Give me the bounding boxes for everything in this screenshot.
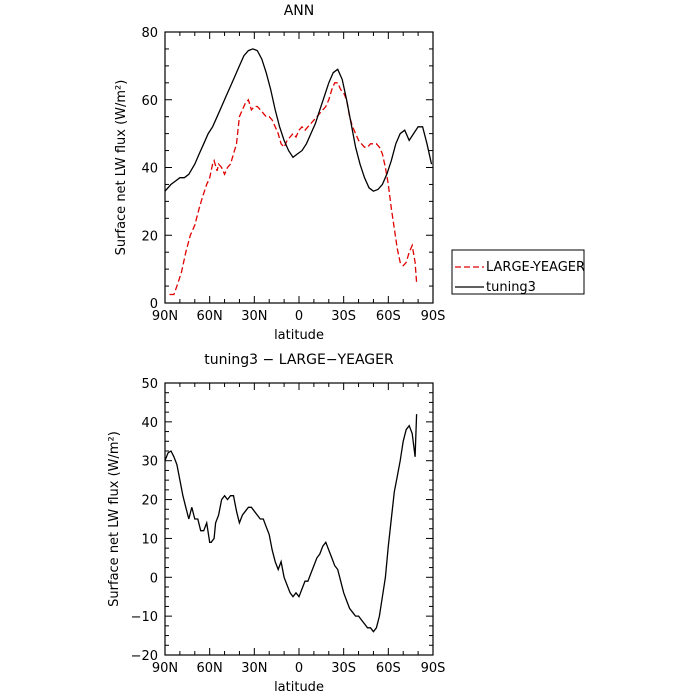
x-tick-label: 90N [152, 309, 178, 324]
x-tick-label: 30S [331, 309, 356, 324]
y-tick-label: 0 [150, 297, 158, 312]
x-tick-label: 60S [376, 661, 401, 676]
y-tick-label: 20 [141, 494, 158, 509]
plot-frame-1 [164, 382, 434, 656]
y-tick-label: 50 [141, 377, 158, 392]
y-axis-label-0: Surface net LW flux (W/m²) [114, 80, 129, 256]
legend-entry: tuning3 [486, 280, 536, 295]
x-tick-label: 0 [295, 309, 303, 324]
x-tick-label: 60N [197, 309, 223, 324]
x-tick-label: 0 [295, 661, 303, 676]
y-tick-label: −10 [131, 610, 158, 625]
chart-title-0: ANN [284, 3, 315, 19]
y-tick-label: −20 [131, 649, 158, 664]
plot-frame-0 [164, 31, 434, 304]
x-tick-label: 90S [421, 309, 446, 324]
x-tick-label: 90S [421, 661, 446, 676]
y-tick-label: 0 [150, 571, 158, 586]
y-tick-label: 10 [141, 532, 158, 547]
x-tick-label: 30N [241, 661, 267, 676]
series-line-large-yeager [169, 82, 418, 296]
x-tick-label: 30S [331, 661, 356, 676]
y-tick-label: 30 [141, 455, 158, 470]
x-tick-label: 90N [152, 661, 178, 676]
legend-entry: LARGE-YEAGER [486, 260, 585, 275]
y-tick-label: 40 [141, 162, 158, 177]
x-axis-label-1: latitude [274, 680, 324, 695]
x-tick-label: 60N [197, 661, 223, 676]
y-tick-label: 20 [141, 229, 158, 244]
series-line-tuning3 [164, 48, 433, 192]
x-tick-label: 30N [241, 309, 267, 324]
chart-title-1: tuning3 − LARGE−YEAGER [204, 352, 394, 368]
y-tick-label: 80 [141, 26, 158, 41]
y-axis-label-1: Surface net LW flux (W/m²) [107, 431, 122, 607]
x-tick-label: 60S [376, 309, 401, 324]
x-axis-label-0: latitude [274, 328, 324, 343]
y-tick-label: 60 [141, 94, 158, 109]
series-line-difference [164, 414, 418, 633]
y-tick-label: 40 [141, 416, 158, 431]
